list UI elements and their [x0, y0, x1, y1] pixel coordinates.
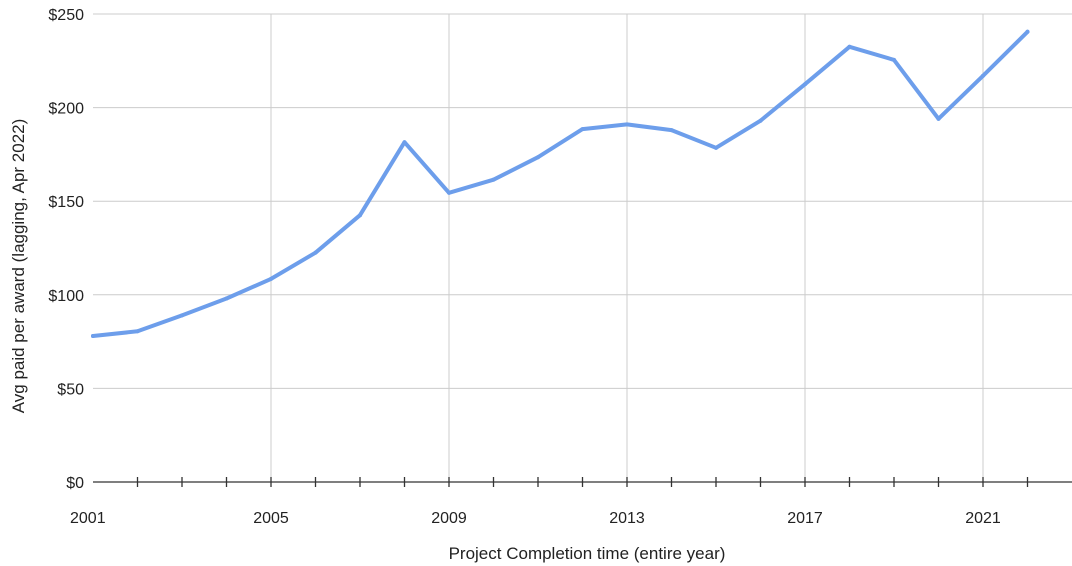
series-layer — [91, 29, 1030, 338]
data-point — [180, 313, 184, 318]
data-point — [981, 73, 985, 78]
data-point — [358, 213, 362, 218]
x-axis-title: Project Completion time (entire year) — [449, 544, 726, 563]
data-point — [936, 116, 941, 121]
x-tick-label: 2017 — [787, 510, 823, 527]
x-tick-label: 2005 — [253, 510, 289, 527]
y-tick-label: $50 — [57, 381, 84, 398]
data-point — [313, 250, 318, 255]
data-point — [224, 296, 229, 301]
data-point — [447, 190, 451, 195]
data-point — [669, 128, 674, 133]
data-point — [758, 118, 763, 123]
x-axis: 2001 2005 2009 2013 2017 2021 — [70, 477, 1072, 527]
data-point — [491, 177, 496, 182]
y-tick-label: $200 — [48, 101, 84, 118]
data-point — [536, 155, 540, 160]
y-tick-label: $150 — [48, 194, 84, 211]
y-tick-label: $0 — [66, 475, 84, 492]
x-tick-label: 2021 — [965, 510, 1001, 527]
y-tick-label: $250 — [48, 7, 84, 24]
data-point — [625, 122, 629, 127]
x-tick-label: 2001 — [70, 510, 106, 527]
y-axis-tick-labels: $0 $50 $100 $150 $200 $250 — [48, 7, 84, 492]
y-tick-label: $100 — [48, 288, 84, 305]
data-point — [580, 127, 585, 132]
data-point — [91, 333, 95, 338]
data-point — [1025, 29, 1030, 34]
data-point — [714, 145, 718, 150]
data-point — [847, 44, 852, 49]
data-point — [892, 57, 896, 62]
data-point — [402, 140, 407, 145]
series-line — [91, 29, 1030, 338]
y-axis-title: Avg paid per award (lagging, Apr 2022) — [9, 119, 28, 414]
gridlines — [93, 13, 1072, 482]
data-point — [803, 82, 807, 87]
data-point — [135, 329, 140, 334]
data-point — [269, 276, 273, 281]
x-tick-label: 2013 — [609, 510, 645, 527]
x-tick-label: 2009 — [431, 510, 467, 527]
